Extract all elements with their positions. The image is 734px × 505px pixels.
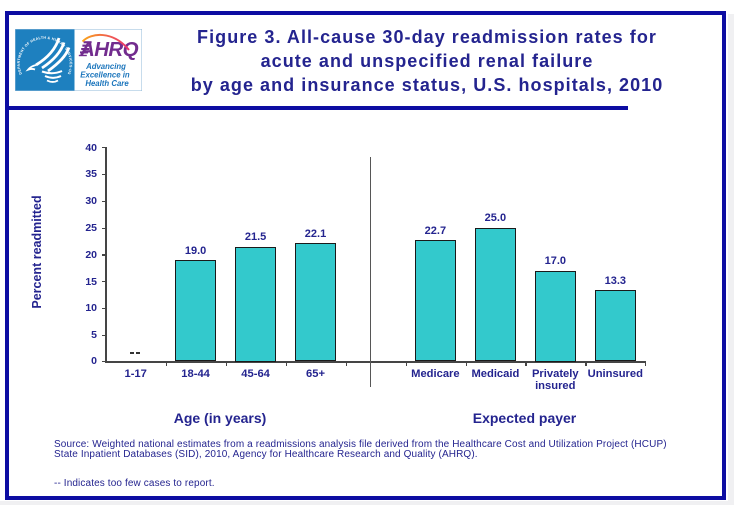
svg-text:Health Care: Health Care	[85, 79, 129, 88]
svg-text:Advancing: Advancing	[85, 62, 126, 71]
svg-text:Excellence in: Excellence in	[80, 71, 130, 80]
